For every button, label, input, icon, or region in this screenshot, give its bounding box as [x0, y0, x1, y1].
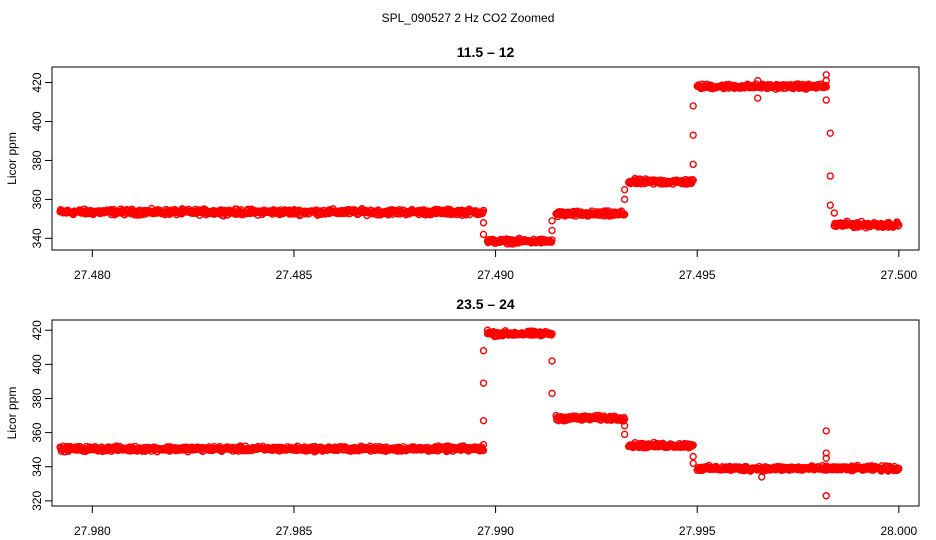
y-tick-label: 400	[30, 354, 44, 374]
x-tick-label: 27.500	[880, 268, 917, 282]
data-point-outlier	[479, 219, 488, 227]
data-points	[56, 326, 903, 500]
panel-2: 23.5 – 24 27.980 27.985 27.990 27.995 28.000 3…	[5, 296, 920, 538]
x-tick-label: 27.495	[679, 268, 716, 282]
data-point-outlier	[822, 427, 830, 435]
data-point	[689, 441, 697, 449]
y-tick-label: 340	[30, 228, 44, 248]
panel-title: 11.5 – 12	[457, 44, 515, 60]
data-point-outlier	[754, 76, 762, 85]
panel-title: 23.5 – 24	[456, 296, 515, 312]
data-point-outlier	[548, 357, 556, 365]
y-tick-label: 380	[30, 388, 44, 408]
x-tick-label: 27.980	[74, 524, 111, 538]
x-tick-label: 27.985	[276, 524, 313, 538]
data-point-outlier	[483, 326, 492, 334]
data-point-outlier	[822, 76, 830, 85]
data-point-outlier	[548, 226, 556, 235]
y-tick-label: 360	[30, 189, 44, 209]
x-tick-label: 27.995	[679, 524, 716, 538]
data-point-outlier	[479, 379, 488, 387]
data-point-outlier	[822, 449, 830, 457]
data-point-outlier	[689, 102, 697, 110]
data-point-outlier	[548, 389, 556, 398]
data-point	[620, 210, 629, 219]
data-point-outlier	[822, 454, 830, 462]
data-point-outlier	[822, 71, 830, 79]
data-point-outlier	[479, 347, 488, 355]
plot-frame	[51, 319, 920, 507]
y-axis-label: Licor ppm	[5, 132, 19, 185]
y-tick-label: 400	[30, 111, 44, 131]
data-point-outlier	[689, 452, 697, 461]
figure-suptitle: SPL_090527 2 Hz CO2 Zoomed	[382, 11, 555, 25]
data-point	[895, 221, 903, 230]
y-axis-label: Licor ppm	[5, 387, 19, 440]
data-point-outlier	[479, 416, 488, 425]
data-point-outlier	[830, 209, 839, 217]
data-point-outlier	[548, 217, 556, 225]
data-point-outlier	[620, 422, 629, 430]
y-tick-label: 420	[30, 320, 44, 340]
y-tick-label: 380	[30, 150, 44, 170]
data-point-outlier	[826, 172, 834, 180]
data-point	[479, 206, 488, 215]
x-tick-label: 27.485	[276, 268, 313, 282]
data-point-outlier	[822, 96, 830, 104]
data-point-outlier	[758, 473, 766, 481]
y-tick-label: 340	[30, 456, 44, 476]
data-point-outlier	[689, 131, 697, 139]
y-tick-label: 360	[30, 422, 44, 442]
x-tick-label: 27.480	[74, 268, 111, 282]
data-point-outlier	[754, 94, 762, 102]
x-tick-label: 28.000	[880, 524, 917, 538]
data-point-outlier	[689, 160, 697, 169]
data-point-outlier	[479, 440, 488, 449]
x-tick-label: 27.490	[477, 268, 514, 282]
y-tick-label: 320	[30, 491, 44, 511]
data-point	[689, 176, 697, 184]
data-point-outlier	[822, 492, 830, 500]
data-point-outlier	[620, 195, 629, 204]
x-tick-label: 27.990	[477, 524, 514, 538]
data-point-outlier	[620, 185, 629, 194]
data-point-outlier	[620, 430, 629, 439]
data-point-outlier	[689, 459, 697, 468]
data-point	[548, 236, 556, 244]
data-point-outlier	[826, 129, 834, 137]
plot-frame	[51, 66, 920, 251]
data-point-outlier	[479, 230, 488, 239]
panel-1: 11.5 – 12 27.480 27.485 27.490 27.495 27.500 3…	[5, 44, 920, 282]
data-point	[895, 464, 903, 473]
y-tick-label: 420	[30, 72, 44, 92]
data-points	[56, 71, 903, 248]
data-point-outlier	[826, 201, 834, 209]
data-point	[548, 330, 556, 338]
